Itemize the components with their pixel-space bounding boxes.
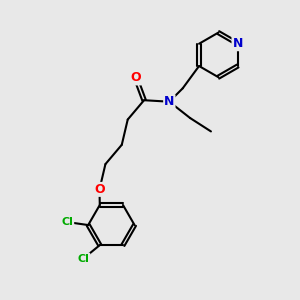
Text: O: O <box>94 183 105 196</box>
Text: N: N <box>164 95 175 108</box>
Text: Cl: Cl <box>77 254 89 263</box>
Text: N: N <box>232 37 243 50</box>
Text: Cl: Cl <box>61 217 73 227</box>
Text: O: O <box>130 71 141 84</box>
